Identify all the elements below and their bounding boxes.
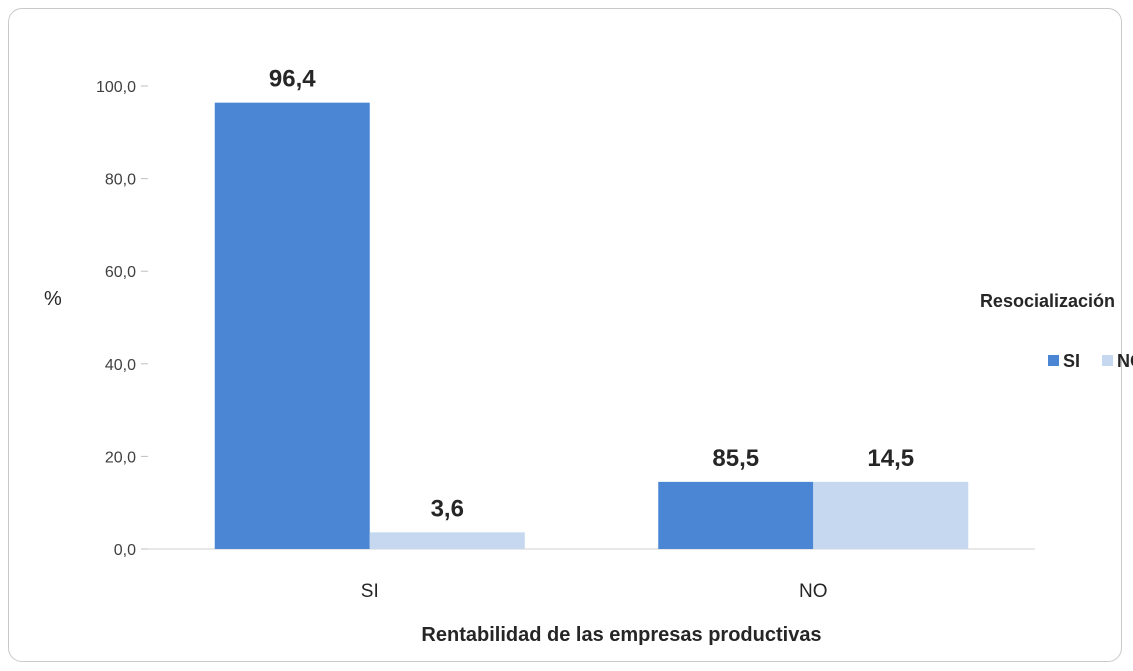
data-label: 96,4 [269, 66, 316, 93]
data-labels: 96,4 3,6 85,5 14,5 [269, 66, 914, 523]
category-labels: SI NO [361, 581, 828, 602]
x-category-label: SI [361, 581, 379, 602]
legend-label-no: NO [1117, 351, 1133, 371]
data-label: 14,5 [867, 445, 914, 472]
y-tick-label: 100,0 [96, 79, 136, 96]
data-label: 3,6 [431, 495, 464, 522]
x-axis-title: Rentabilidad de las empresas productivas [421, 624, 821, 646]
legend: Resocialización SI NO [980, 291, 1133, 371]
legend-swatch-si [1048, 355, 1059, 366]
y-tick-label: 40,0 [105, 357, 136, 374]
bar-si-no [658, 481, 814, 549]
legend-label-si: SI [1063, 351, 1080, 371]
bar-no-si [369, 532, 525, 549]
y-tick-label: 20,0 [105, 449, 136, 466]
y-axis-title: % [44, 288, 62, 310]
y-tick-label: 0,0 [114, 542, 136, 559]
legend-items: SI NO [1048, 351, 1133, 371]
legend-swatch-no [1102, 355, 1113, 366]
bars [214, 102, 969, 549]
x-category-label: NO [799, 581, 828, 602]
chart-frame [8, 8, 1122, 662]
bar-si-si [214, 102, 370, 549]
data-label: 85,5 [712, 445, 759, 472]
bar-no-no [813, 481, 969, 549]
legend-title: Resocialización [980, 291, 1115, 311]
y-tick-label: 60,0 [105, 264, 136, 281]
y-tick-label: 80,0 [105, 172, 136, 189]
